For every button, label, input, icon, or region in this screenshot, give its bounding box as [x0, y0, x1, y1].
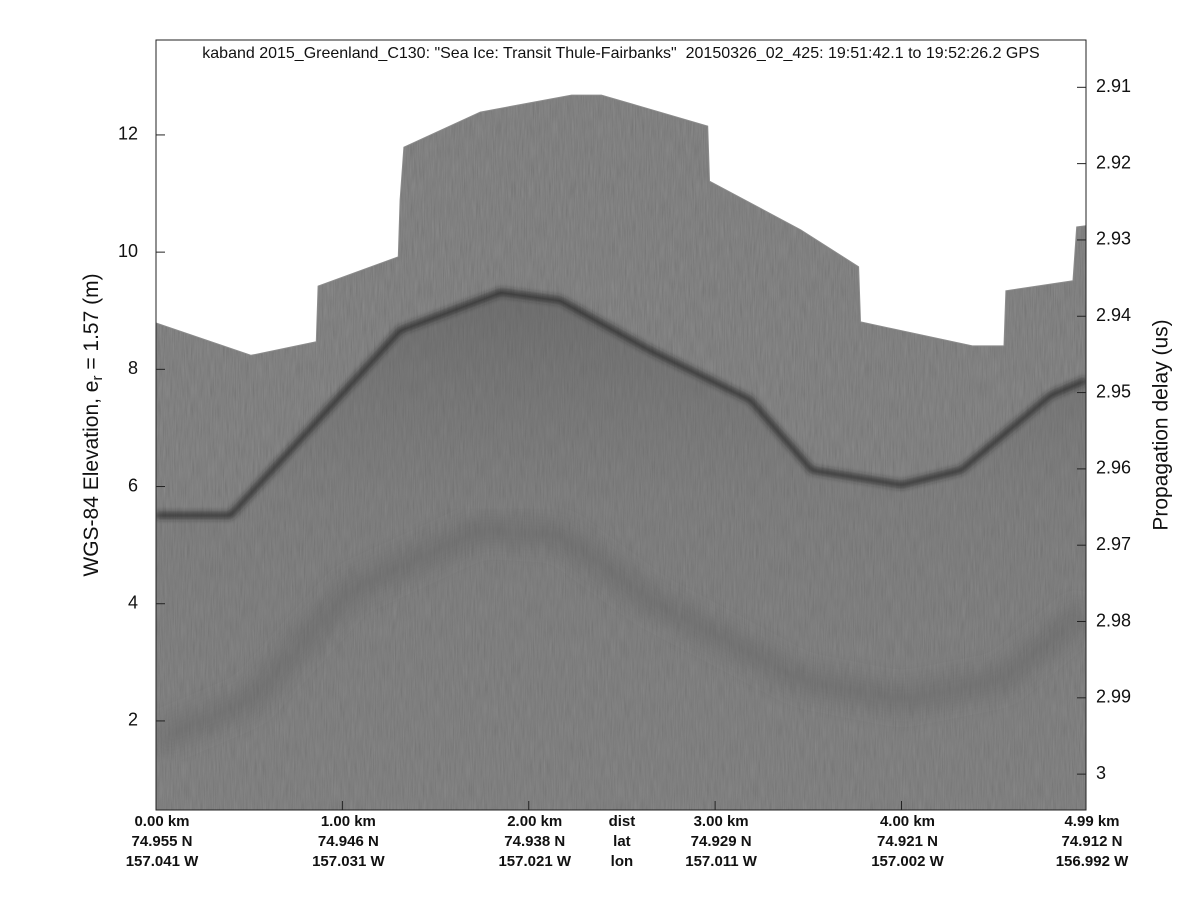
y-label-main: WGS-84 Elevation, e — [80, 381, 103, 577]
lon-label: 157.041 W — [126, 853, 199, 870]
x-tick-label: 0.00 km — [134, 813, 189, 830]
y-tick-label: 6 — [128, 475, 138, 495]
surface-echo — [156, 288, 1086, 519]
y2-tick-label: 2.95 — [1096, 381, 1131, 401]
lon-label: 157.021 W — [498, 853, 571, 870]
echogram — [156, 94, 1086, 810]
echo-top-edge — [156, 94, 1086, 356]
x-tick-label: 1.00 km — [321, 813, 376, 830]
lon-label: 157.011 W — [685, 853, 758, 870]
y2-tick-label: 2.97 — [1096, 534, 1131, 554]
y2-tick-label: 2.91 — [1096, 76, 1131, 96]
lon-label: 156.992 W — [1056, 853, 1129, 870]
y2-tick-label: 2.94 — [1096, 305, 1131, 325]
lon-label: 157.031 W — [312, 853, 385, 870]
y2-axis-label: Propagation delay (us) — [1150, 319, 1173, 530]
lat-label: 74.921 N — [877, 833, 938, 850]
y2-tick-label: 2.92 — [1096, 152, 1131, 172]
lat-label: 74.946 N — [318, 833, 379, 850]
x-tick-label: 3.00 km — [694, 813, 749, 830]
chart-title: kaband 2015_Greenland_C130: "Sea Ice: Tr… — [202, 45, 1039, 62]
y2-tick-label: 2.93 — [1096, 229, 1131, 249]
y-label-sub: r — [89, 376, 106, 381]
lat-label: 74.938 N — [504, 833, 565, 850]
lat-label: 74.929 N — [691, 833, 752, 850]
y-label-end: = 1.57 (m) — [80, 273, 103, 375]
y-tick-label: 4 — [128, 592, 138, 612]
y-tick-label: 2 — [128, 710, 138, 730]
lat-label: 74.955 N — [132, 833, 193, 850]
row-name: lon — [611, 853, 634, 870]
y2-tick-label: 2.99 — [1096, 687, 1131, 707]
y2-tick-label: 2.98 — [1096, 610, 1131, 630]
x-tick-label: 2.00 km — [507, 813, 562, 830]
y2-tick-label: 2.96 — [1096, 458, 1131, 478]
x-tick-label: 4.99 km — [1064, 813, 1119, 830]
y2-tick-label: 3 — [1096, 763, 1106, 783]
lon-label: 157.002 W — [871, 853, 944, 870]
y-tick-label: 12 — [118, 124, 138, 144]
multiple-echo — [156, 516, 1086, 753]
row-name: lat — [613, 833, 631, 850]
x-tick-label: 4.00 km — [880, 813, 935, 830]
y-axis-label: WGS-84 Elevation, er = 1.57 (m) — [80, 273, 106, 576]
y-tick-label: 8 — [128, 358, 138, 378]
y-tick-label: 10 — [118, 241, 138, 261]
lat-label: 74.912 N — [1062, 833, 1123, 850]
row-name: dist — [609, 813, 636, 830]
axes-box — [155, 39, 1087, 811]
